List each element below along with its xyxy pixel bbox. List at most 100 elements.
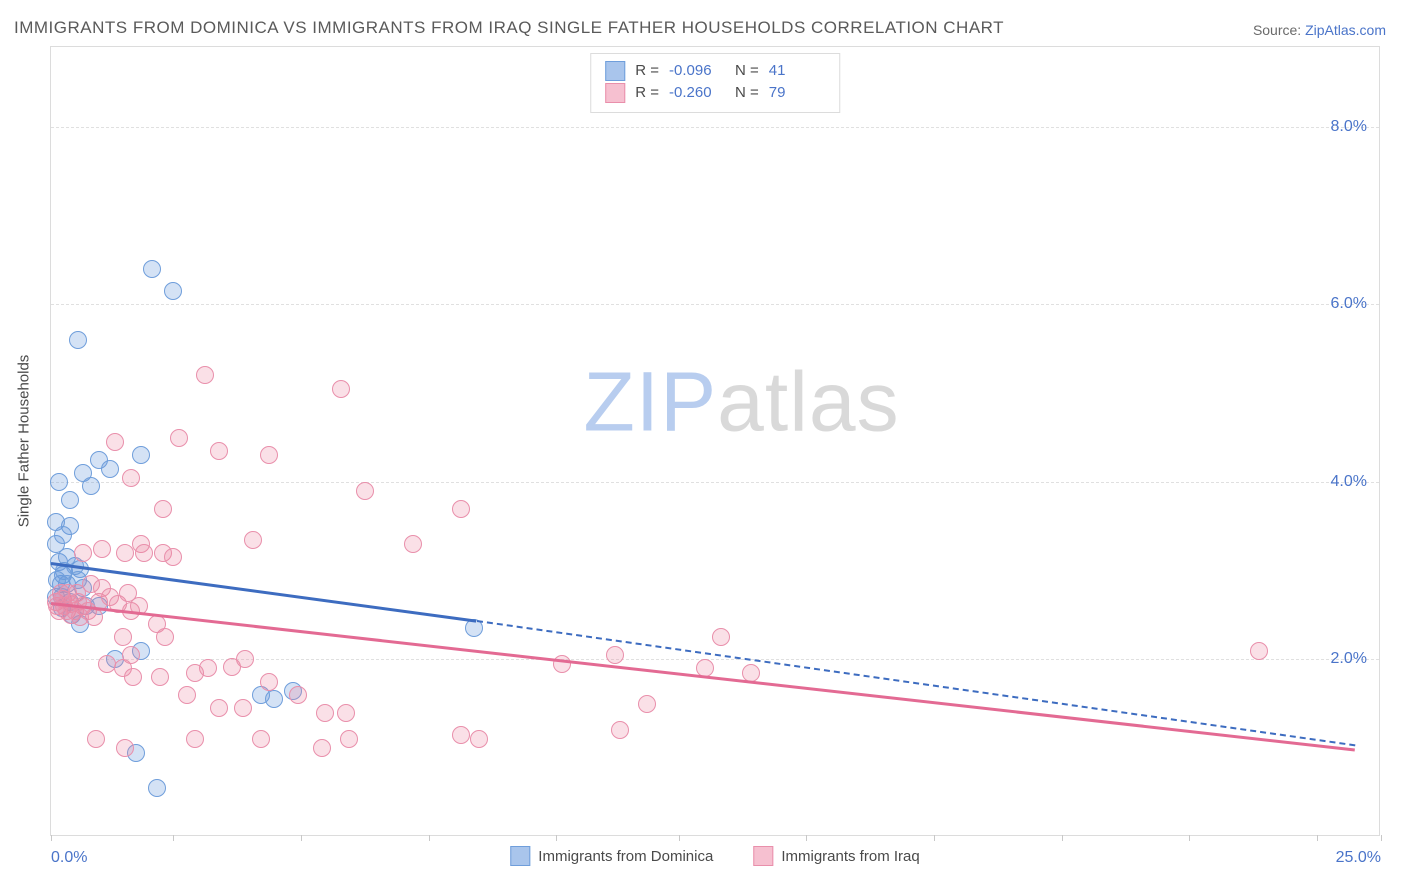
watermark: ZIPatlas [583,353,899,450]
data-point [87,730,105,748]
data-point [106,433,124,451]
data-point [244,531,262,549]
data-point [122,469,140,487]
data-point [116,739,134,757]
data-point [61,491,79,509]
watermark-atlas: atlas [717,354,899,448]
data-point [164,282,182,300]
series-swatch-icon [753,846,773,866]
stats-row: R =-0.260N =79 [605,82,825,104]
data-point [316,704,334,722]
data-point [114,628,132,646]
y-tick-label: 2.0% [1331,650,1367,668]
data-point [178,686,196,704]
chart-title: IMMIGRANTS FROM DOMINICA VS IMMIGRANTS F… [14,18,1004,38]
data-point [69,331,87,349]
data-point [154,500,172,518]
data-point [332,380,350,398]
trend-line [51,602,1355,751]
x-tick-mark [173,835,174,841]
data-point [210,442,228,460]
data-point [313,739,331,757]
series-swatch-icon [605,61,625,81]
stats-row: R =-0.096N =41 [605,60,825,82]
data-point [265,690,283,708]
n-label: N = [735,82,759,104]
data-point [606,646,624,664]
x-tick-mark [679,835,680,841]
data-point [71,608,89,626]
data-point [404,535,422,553]
source-link[interactable]: ZipAtlas.com [1305,22,1386,38]
data-point [82,477,100,495]
data-point [196,366,214,384]
x-tick-mark [429,835,430,841]
plot-area: ZIPatlas R =-0.096N =41R =-0.260N =79 2.… [50,46,1380,836]
n-value: 41 [769,60,825,82]
data-point [151,668,169,686]
data-point [148,779,166,797]
gridline [51,482,1379,483]
r-value: -0.096 [669,60,725,82]
r-label: R = [635,60,659,82]
data-point [356,482,374,500]
series-swatch-icon [510,846,530,866]
data-point [210,699,228,717]
data-point [1250,642,1268,660]
legend: Immigrants from Dominica Immigrants from … [510,846,919,866]
data-point [234,699,252,717]
data-point [340,730,358,748]
y-tick-label: 4.0% [1331,473,1367,491]
y-axis-label: Single Father Households [16,355,33,528]
y-tick-label: 6.0% [1331,295,1367,313]
data-point [337,704,355,722]
data-point [143,260,161,278]
x-tick-mark [556,835,557,841]
series-swatch-icon [605,83,625,103]
data-point [199,659,217,677]
data-point [260,446,278,464]
chart-container: ZIPatlas R =-0.096N =41R =-0.260N =79 2.… [50,46,1380,836]
data-point [116,544,134,562]
r-value: -0.260 [669,82,725,104]
gridline [51,304,1379,305]
data-point [50,473,68,491]
data-point [101,460,119,478]
x-tick-mark [301,835,302,841]
x-tick-mark [934,835,935,841]
data-point [164,548,182,566]
y-tick-label: 8.0% [1331,118,1367,136]
x-tick-label: 0.0% [51,849,87,867]
data-point [712,628,730,646]
data-point [54,526,72,544]
r-label: R = [635,82,659,104]
watermark-zip: ZIP [583,354,717,448]
x-tick-mark [1317,835,1318,841]
source-label: Source: [1253,22,1301,38]
gridline [51,127,1379,128]
data-point [553,655,571,673]
x-tick-mark [1062,835,1063,841]
legend-label: Immigrants from Iraq [781,848,919,865]
data-point [236,650,254,668]
x-tick-mark [1381,835,1382,841]
data-point [611,721,629,739]
legend-item: Immigrants from Iraq [753,846,919,866]
data-point [470,730,488,748]
data-point [252,730,270,748]
data-point [124,668,142,686]
data-point [452,500,470,518]
data-point [170,429,188,447]
data-point [93,540,111,558]
data-point [452,726,470,744]
legend-item: Immigrants from Dominica [510,846,713,866]
correlation-stats-box: R =-0.096N =41R =-0.260N =79 [590,53,840,113]
data-point [260,673,278,691]
data-point [186,730,204,748]
data-point [638,695,656,713]
source-attribution: Source: ZipAtlas.com [1253,22,1386,38]
data-point [135,544,153,562]
data-point [74,544,92,562]
trend-line-dashed [476,620,1354,746]
x-tick-mark [806,835,807,841]
